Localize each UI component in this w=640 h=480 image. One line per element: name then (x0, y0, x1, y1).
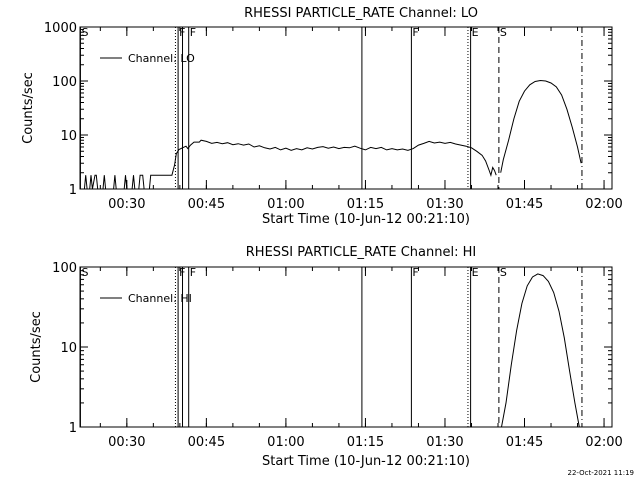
chart-title: RHESSI PARTICLE_RATE Channel: LO (244, 6, 478, 21)
x-axis-label: Start Time (10-Jun-12 00:21:10) (262, 454, 470, 469)
chart-lo: RHESSI PARTICLE_RATE Channel: LO 1 10 100 10… (21, 6, 623, 227)
event-markers: SFFFES (79, 26, 583, 189)
legend: Channel: LO (100, 52, 195, 65)
event-marker-label: F (412, 26, 418, 39)
x-tick-label: 01:00 (267, 435, 304, 450)
event-marker-label: S (81, 266, 88, 279)
event-marker-label: S (500, 26, 507, 39)
x-tick-label: 01:30 (426, 435, 463, 450)
x-tick-label: 01:15 (347, 197, 384, 212)
x-tick-label: 00:30 (108, 435, 145, 450)
x-tick-label: 01:45 (506, 197, 543, 212)
event-marker-label: S (500, 266, 507, 279)
y-axis: 1 10 100 (52, 261, 612, 436)
x-tick-label: 01:30 (426, 197, 463, 212)
y-tick-label: 1 (69, 421, 77, 436)
x-tick-label: 00:30 (108, 197, 145, 212)
x-axis: 00:30 00:45 01:00 01:15 01:30 01:45 02:00 (99, 267, 623, 450)
x-axis: 00:30 00:45 01:00 01:15 01:30 01:45 02:00 (99, 27, 623, 212)
event-marker-label: E (472, 266, 479, 279)
y-axis-label: Counts/sec (29, 311, 44, 383)
y-tick-label: 100 (52, 75, 77, 90)
event-marker-label: E (472, 26, 479, 39)
timestamp-label: 22-Oct-2021 11:19 (568, 469, 634, 477)
chart-hi: RHESSI PARTICLE_RATE Channel: HI 1 10 100 Co… (29, 245, 623, 469)
y-tick-label: 10 (60, 129, 77, 144)
event-marker-label: F (412, 266, 418, 279)
x-tick-label: 01:45 (506, 435, 543, 450)
legend: Channel: HI (100, 292, 192, 305)
y-tick-label: 10 (60, 341, 77, 356)
chart-title: RHESSI PARTICLE_RATE Channel: HI (246, 245, 476, 260)
plot-frame (79, 266, 613, 428)
x-tick-label: 00:45 (188, 197, 225, 212)
legend-label: Channel: LO (128, 52, 195, 65)
data-series-1 (80, 139, 497, 190)
data-series-1 (501, 273, 580, 428)
y-axis-label: Counts/sec (21, 72, 36, 144)
x-axis-label: Start Time (10-Jun-12 00:21:10) (262, 212, 470, 227)
x-tick-label: 01:15 (347, 435, 384, 450)
y-tick-label: 1 (69, 183, 77, 198)
y-tick-label: 100 (52, 261, 77, 276)
x-tick-label: 00:45 (188, 435, 225, 450)
x-tick-label: 02:00 (585, 435, 622, 450)
data-series-2 (500, 79, 582, 173)
x-tick-label: 02:00 (585, 197, 622, 212)
event-marker-label: F (190, 26, 196, 39)
event-marker-label: S (81, 26, 88, 39)
y-tick-label: 1000 (44, 21, 77, 36)
x-tick-label: 01:00 (267, 197, 304, 212)
y-axis: 1 10 100 1000 (44, 21, 612, 198)
event-markers: SFFFES (79, 266, 583, 427)
event-marker-label: F (190, 266, 196, 279)
legend-label: Channel: HI (128, 292, 192, 305)
